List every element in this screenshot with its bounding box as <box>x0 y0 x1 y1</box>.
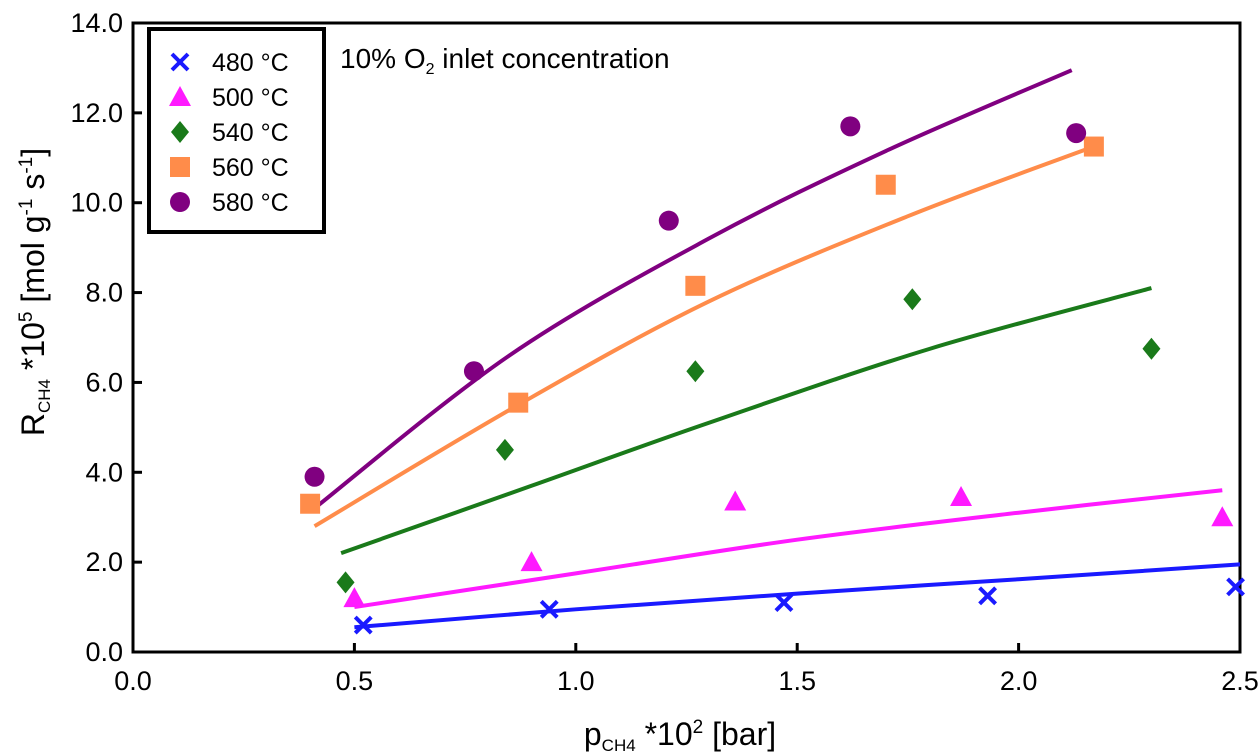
data-point-s2-0 <box>336 571 355 594</box>
x-tick-label-3: 1.5 <box>778 666 816 696</box>
data-point-s4-0 <box>304 466 325 487</box>
y-tick-label-7: 14.0 <box>70 8 123 38</box>
data-point-s4-4 <box>1066 123 1087 144</box>
fit-line-series-2 <box>340 286 1152 556</box>
data-point-s4-2 <box>658 210 679 231</box>
data-point-s0-0 <box>353 615 373 635</box>
data-point-s4-3 <box>840 116 861 137</box>
data-point-s1-0 <box>343 587 366 608</box>
x-tick-label-1: 0.5 <box>336 666 374 696</box>
fit-line-series-4 <box>313 68 1073 510</box>
legend-marker-4 <box>170 192 190 212</box>
data-point-s0-2-stroke-b <box>774 593 794 612</box>
y-tick-label-3: 6.0 <box>85 367 123 397</box>
data-points <box>300 116 1245 635</box>
legend-label-480: 480 °C <box>212 49 289 77</box>
data-point-s3-3 <box>875 174 896 195</box>
axis-ticks: 0.0 0.5 1.0 1.5 2.0 2.5 0.0 2.0 4.0 6.0 8.0 10.0 12.… <box>70 8 1258 696</box>
data-point-s1-1 <box>520 551 543 572</box>
legend-markers <box>169 52 191 212</box>
y-tick-label-6: 12.0 <box>70 98 123 128</box>
legend-marker-0-stroke-b <box>170 52 190 72</box>
legend-marker-2 <box>171 121 189 143</box>
data-point-s1-2 <box>724 490 747 511</box>
legend-label-540: 540 °C <box>212 119 289 147</box>
y-tick-label-0: 0.0 <box>85 637 123 667</box>
legend-label-500: 500 °C <box>212 84 289 112</box>
legend-marker-3 <box>170 157 190 177</box>
data-point-s2-4 <box>1142 337 1161 360</box>
y-axis-title: RCH4 *105 [mol g-1 s-1] <box>15 148 54 436</box>
y-tick-label-2: 4.0 <box>85 457 123 487</box>
data-point-s0-2 <box>774 593 794 612</box>
chart-annotation: 10% O2 inlet concentration <box>340 43 670 78</box>
data-point-s2-1 <box>495 438 514 461</box>
x-axis-title: pCH4 *102 [bar] <box>584 716 776 754</box>
fit-line-series-1 <box>354 488 1223 610</box>
data-point-s0-1 <box>539 599 559 619</box>
fit-curves <box>313 68 1241 630</box>
y-tick-label-5: 10.0 <box>70 188 123 218</box>
y-tick-label-1: 2.0 <box>85 547 123 577</box>
plot-area <box>131 21 1242 654</box>
data-point-s1-3 <box>950 485 973 506</box>
legend: 480 °C 500 °C 540 °C 560 °C 580 °C <box>147 27 326 234</box>
y-tick-label-4: 8.0 <box>85 278 123 308</box>
data-point-s0-3-stroke-b <box>978 586 998 606</box>
x-tick-label-0: 0.0 <box>114 666 152 696</box>
data-point-s0-3 <box>978 586 998 606</box>
fit-line-series-0 <box>354 562 1241 630</box>
data-point-s0-4-stroke-b <box>1226 577 1245 597</box>
data-point-s3-1 <box>508 392 529 413</box>
data-point-s3-4 <box>1083 136 1104 157</box>
data-point-s2-3 <box>903 288 922 311</box>
x-tick-label-4: 2.0 <box>1000 666 1038 696</box>
data-point-s3-0 <box>300 493 321 514</box>
data-point-s0-1-stroke-b <box>539 599 559 619</box>
legend-marker-1 <box>169 86 191 106</box>
data-point-s2-2 <box>686 360 705 383</box>
data-point-s0-0-stroke-b <box>353 615 373 635</box>
data-point-s0-4 <box>1226 577 1245 597</box>
x-tick-label-5: 2.5 <box>1221 666 1258 696</box>
x-tick-label-2: 1.0 <box>557 666 595 696</box>
legend-label-580: 580 °C <box>212 189 289 217</box>
legend-marker-0 <box>170 52 190 72</box>
data-point-s1-4 <box>1211 506 1234 527</box>
plot-border <box>131 21 1242 654</box>
data-point-s3-2 <box>685 275 706 296</box>
data-point-s4-1 <box>463 361 484 382</box>
fit-line-series-3 <box>313 144 1095 528</box>
legend-label-560: 560 °C <box>212 154 289 182</box>
